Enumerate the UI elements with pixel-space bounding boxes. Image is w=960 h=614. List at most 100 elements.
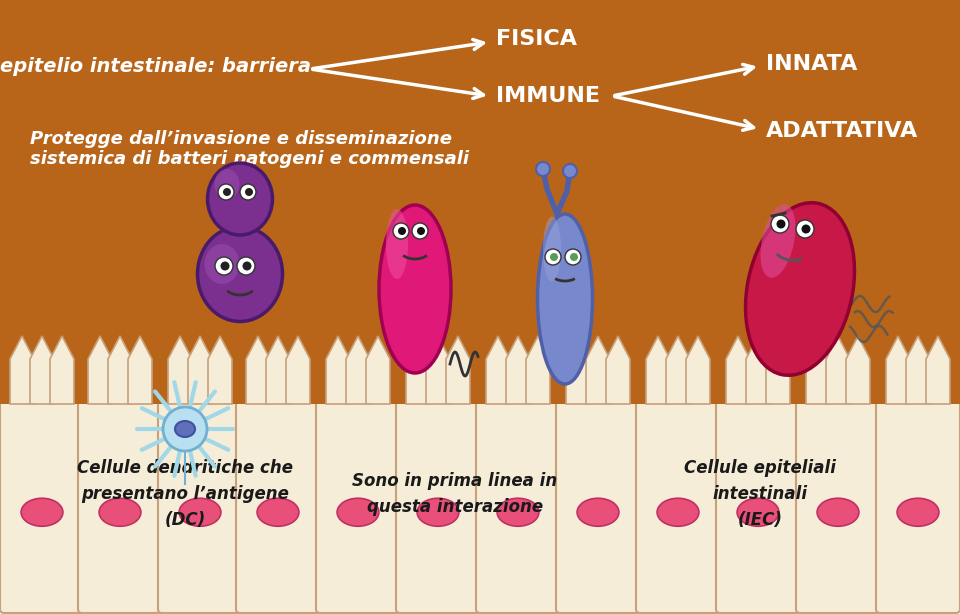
Circle shape [221,262,229,271]
Polygon shape [646,336,670,404]
Circle shape [777,219,785,228]
Circle shape [240,184,256,200]
Ellipse shape [198,227,282,322]
Polygon shape [88,336,112,404]
Bar [0,394,960,614]
Polygon shape [50,336,74,404]
Ellipse shape [577,498,619,526]
Ellipse shape [337,498,379,526]
Ellipse shape [207,163,273,235]
Circle shape [398,227,406,235]
Circle shape [215,257,233,275]
Ellipse shape [386,209,408,279]
FancyBboxPatch shape [636,390,720,613]
Circle shape [163,407,207,451]
Text: Protegge dall’invasione e disseminazione: Protegge dall’invasione e disseminazione [30,130,452,148]
Circle shape [412,223,428,239]
FancyBboxPatch shape [556,390,640,613]
Circle shape [565,249,581,265]
Polygon shape [526,336,550,404]
Ellipse shape [214,169,239,199]
Ellipse shape [897,498,939,526]
Circle shape [545,249,561,265]
Polygon shape [168,336,192,404]
Polygon shape [746,336,770,404]
Circle shape [243,262,252,271]
Polygon shape [326,336,350,404]
Text: Cellule dendritiche che
presentano l’antigene
(DC): Cellule dendritiche che presentano l’ant… [77,459,293,529]
Polygon shape [266,336,290,404]
Polygon shape [286,336,310,404]
Polygon shape [806,336,830,404]
Ellipse shape [180,498,221,526]
Circle shape [796,220,814,238]
Polygon shape [566,336,590,404]
Ellipse shape [257,498,299,526]
Polygon shape [726,336,750,404]
Polygon shape [446,336,470,404]
Ellipse shape [204,244,239,284]
Polygon shape [606,336,630,404]
Ellipse shape [817,498,859,526]
FancyBboxPatch shape [876,390,960,613]
Ellipse shape [99,498,141,526]
Text: INNATA: INNATA [766,54,857,74]
Polygon shape [406,336,430,404]
Circle shape [223,188,231,196]
Polygon shape [188,336,212,404]
FancyBboxPatch shape [78,390,162,613]
Ellipse shape [21,498,63,526]
Polygon shape [846,336,870,404]
Polygon shape [686,336,710,404]
Text: Sono in prima linea in
questa interazione: Sono in prima linea in questa interazion… [352,472,558,516]
Polygon shape [128,336,152,404]
Polygon shape [486,336,510,404]
Circle shape [550,253,558,261]
Text: ADATTATIVA: ADATTATIVA [766,121,919,141]
Polygon shape [586,336,610,404]
FancyBboxPatch shape [316,390,400,613]
Circle shape [536,162,550,176]
Ellipse shape [657,498,699,526]
Bar [0,314,960,404]
Circle shape [393,223,409,239]
Ellipse shape [737,498,779,526]
Ellipse shape [417,498,459,526]
Text: FISICA: FISICA [496,29,577,49]
FancyBboxPatch shape [396,390,480,613]
Polygon shape [246,336,270,404]
Circle shape [218,184,234,200]
FancyBboxPatch shape [236,390,320,613]
Polygon shape [826,336,850,404]
Circle shape [802,225,810,233]
Text: sistemica di batteri patogeni e commensali: sistemica di batteri patogeni e commensa… [30,150,469,168]
Text: epitelio intestinale: barriera: epitelio intestinale: barriera [0,56,310,76]
Polygon shape [906,336,930,404]
Polygon shape [366,336,390,404]
Ellipse shape [175,421,195,437]
Circle shape [417,227,425,235]
Text: IMMUNE: IMMUNE [496,86,600,106]
Polygon shape [426,336,450,404]
Polygon shape [30,336,54,404]
FancyBboxPatch shape [716,390,800,613]
Polygon shape [666,336,690,404]
Ellipse shape [543,217,561,281]
FancyBboxPatch shape [796,390,880,613]
Polygon shape [108,336,132,404]
Polygon shape [886,336,910,404]
FancyBboxPatch shape [476,390,560,613]
Polygon shape [208,336,232,404]
Polygon shape [346,336,370,404]
Ellipse shape [760,204,796,278]
Polygon shape [926,336,950,404]
Ellipse shape [746,203,854,375]
FancyBboxPatch shape [158,390,242,613]
Polygon shape [766,336,790,404]
Circle shape [771,215,789,233]
Ellipse shape [497,498,539,526]
Circle shape [245,188,253,196]
Polygon shape [506,336,530,404]
Text: Cellule epiteliali
intestinali
(IEC): Cellule epiteliali intestinali (IEC) [684,459,836,529]
Ellipse shape [379,205,451,373]
